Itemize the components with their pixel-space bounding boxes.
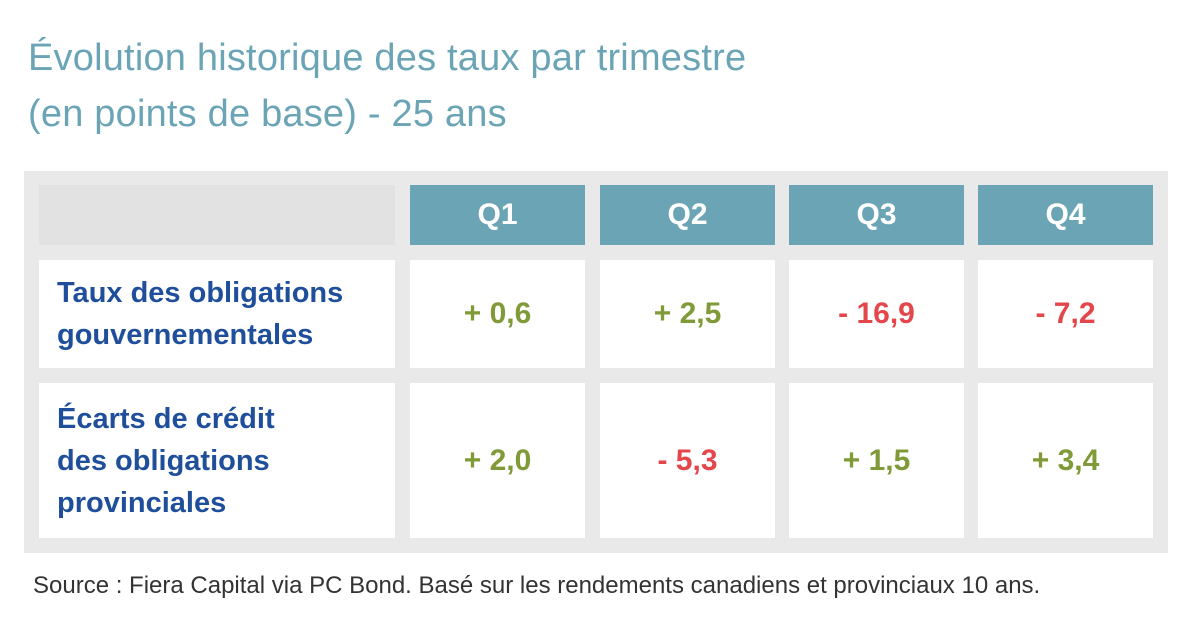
row-label-line: Écarts de crédit [57, 402, 275, 435]
value-cell-r1-q3: - 16,9 [789, 260, 964, 368]
value-cell-r2-q3: + 1,5 [789, 383, 964, 538]
row-label-line: provinciales [57, 486, 227, 519]
row-label-line: des obligations [57, 444, 270, 477]
column-header-q3: Q3 [789, 185, 964, 245]
value-cell-r1-q2: + 2,5 [600, 260, 775, 368]
chart-title: Évolution historique des taux par trimes… [28, 30, 746, 142]
column-header-q2: Q2 [600, 185, 775, 245]
chart-title-line-1: Évolution historique des taux par trimes… [28, 37, 747, 79]
row-label-1: Taux des obligations gouvernementales [39, 260, 395, 368]
column-header-q4: Q4 [978, 185, 1153, 245]
value-cell-r2-q4: + 3,4 [978, 383, 1153, 538]
value-cell-r1-q4: - 7,2 [978, 260, 1153, 368]
value-cell-r2-q1: + 2,0 [410, 383, 585, 538]
table-corner-cell [39, 185, 395, 245]
source-note: Source : Fiera Capital via PC Bond. Basé… [33, 572, 1041, 599]
column-header-q1: Q1 [410, 185, 585, 245]
row-label-2: Écarts de crédit des obligations provincia… [39, 383, 395, 538]
row-label-line: Taux des obligations [57, 277, 344, 309]
data-table: Q1 Q2 Q3 Q4 Taux des obligations gouvernement… [24, 171, 1168, 553]
value-cell-r1-q1: + 0,6 [410, 260, 585, 368]
row-label-line: gouvernementales [57, 319, 314, 351]
value-cell-r2-q2: - 5,3 [600, 383, 775, 538]
chart-title-line-2: (en points de base) - 25 ans [28, 93, 507, 135]
